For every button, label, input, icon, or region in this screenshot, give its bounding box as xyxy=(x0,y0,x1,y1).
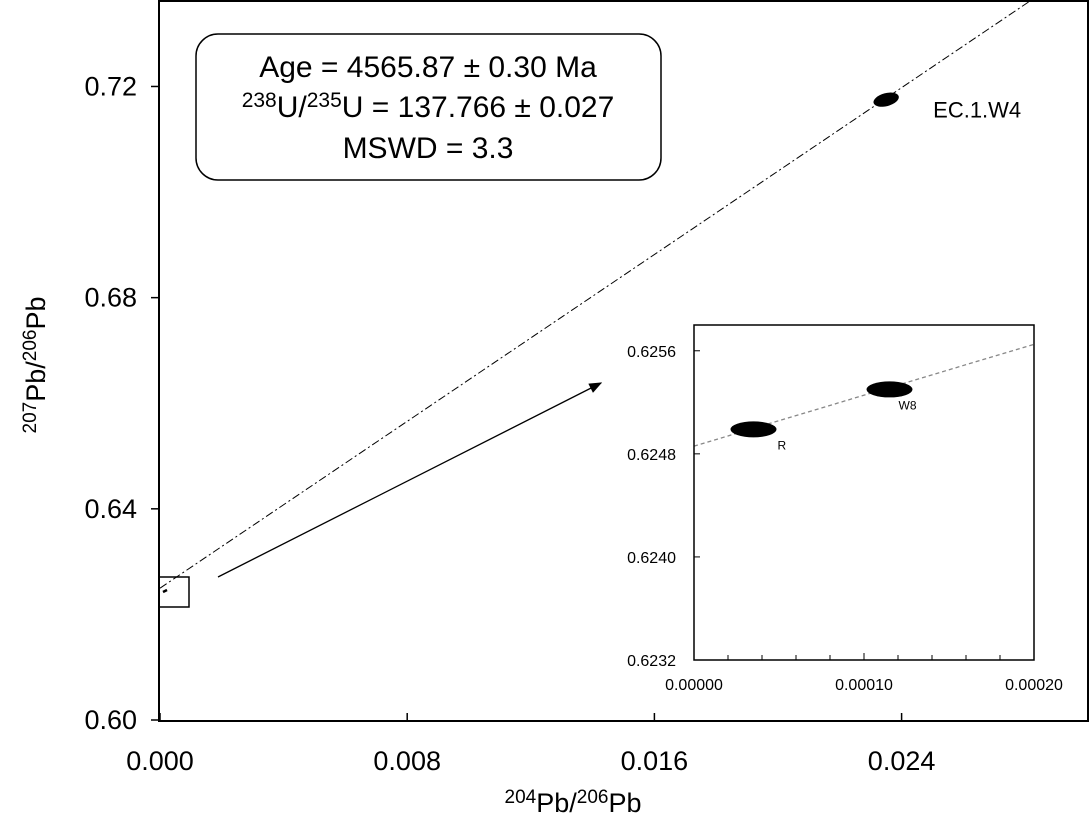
y-tick-label: 0.72 xyxy=(84,71,137,101)
inset-y-tick-label: 0.6248 xyxy=(627,447,676,464)
x-axis-title: 204Pb/206Pb xyxy=(505,787,642,818)
inset-y-tick-label: 0.6256 xyxy=(627,344,676,361)
annotation-box: Age = 4565.87 ± 0.30 Ma 238U/235U = 137.… xyxy=(195,33,662,181)
inset-data-point-ellipse xyxy=(730,421,777,438)
inset-y-tick-label: 0.6240 xyxy=(627,550,676,567)
zoom-region-box xyxy=(158,576,190,608)
main-plot-frame xyxy=(158,0,1089,722)
x-tick-label: 0.024 xyxy=(868,746,936,776)
annotation-mswd: MSWD = 3.3 xyxy=(343,132,514,165)
annotation-uranium-ratio: 238U/235U = 137.766 ± 0.027 xyxy=(242,89,615,124)
inset-y-tick-label: 0.6232 xyxy=(627,653,676,670)
data-point-label: EC.1.W4 xyxy=(933,98,1021,123)
inset-x-tick-label: 0.00010 xyxy=(835,677,893,694)
inset-x-tick-label: 0.00020 xyxy=(1005,677,1063,694)
y-tick-label: 0.60 xyxy=(84,705,137,735)
inset-data-points: R W8 xyxy=(730,381,917,452)
zoom-origin-dot xyxy=(162,588,168,594)
y-tick-label: 0.64 xyxy=(84,494,137,524)
inset-chart: R W8 0.00000 0.00010 0.00020 0.6232 0.6240 0.6… xyxy=(627,324,1063,694)
inset-data-point-label: W8 xyxy=(899,398,917,412)
main-axis-ticks: 0.000 0.008 0.016 0.024 0.60 0.64 0.68 0.72 xyxy=(84,71,935,776)
x-tick-label: 0.016 xyxy=(621,746,689,776)
inset-axis-ticks: 0.00000 0.00010 0.00020 0.6232 0.6240 0.6248 0… xyxy=(627,344,1063,694)
inset-data-point-ellipse xyxy=(866,381,913,398)
y-tick-label: 0.68 xyxy=(84,283,137,313)
zoom-arrow xyxy=(217,382,603,578)
annotation-age: Age = 4565.87 ± 0.30 Ma xyxy=(259,51,597,84)
x-tick-label: 0.008 xyxy=(373,746,441,776)
inset-background xyxy=(694,325,1034,660)
main-data-points: EC.1.W4 xyxy=(873,92,1021,123)
inset-x-tick-label: 0.00000 xyxy=(665,677,723,694)
data-point-ellipse xyxy=(873,92,899,107)
annotation-frame xyxy=(195,33,662,181)
x-tick-label: 0.000 xyxy=(126,746,194,776)
y-axis-title: 207Pb/206Pb xyxy=(20,297,51,434)
main-isochron-line xyxy=(159,1,1029,589)
inset-data-point-label: R xyxy=(778,438,787,452)
